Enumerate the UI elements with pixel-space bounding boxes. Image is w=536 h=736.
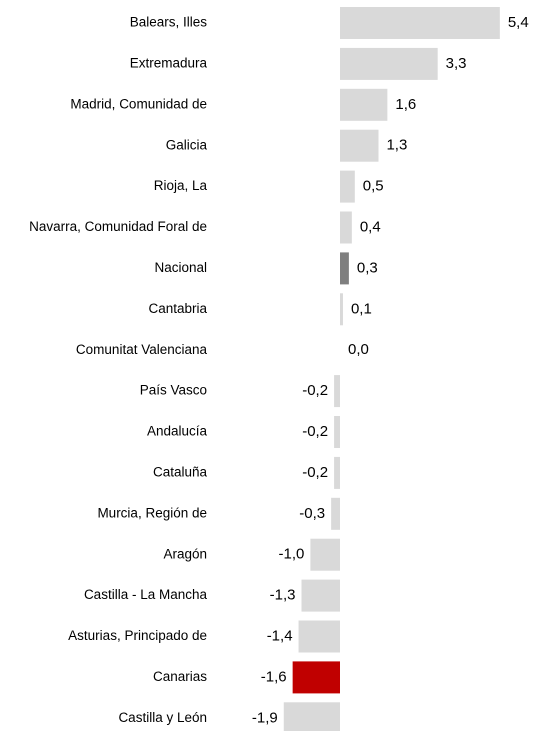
- value-label: -0,2: [302, 382, 328, 399]
- category-label: Extremadura: [130, 55, 208, 70]
- bar: [310, 538, 340, 571]
- value-label: -1,6: [261, 668, 287, 685]
- category-label: Madrid, Comunidad de: [70, 96, 207, 111]
- category-label: Comunitat Valenciana: [76, 342, 208, 357]
- value-label: 1,3: [386, 137, 407, 154]
- value-label: 0,5: [363, 178, 384, 195]
- bar: [334, 416, 340, 448]
- value-label: -1,3: [270, 587, 296, 604]
- bar: [283, 702, 340, 735]
- bar: [334, 375, 340, 408]
- category-label: Nacional: [154, 260, 207, 275]
- value-label: 3,3: [446, 55, 467, 72]
- category-label: Balears, Illes: [130, 15, 208, 30]
- value-label: -0,2: [302, 464, 328, 481]
- value-label: -1,0: [279, 546, 305, 563]
- bar: [340, 129, 379, 162]
- bar: [340, 293, 343, 326]
- bar: [340, 88, 388, 121]
- value-label: 0,1: [351, 300, 372, 317]
- bar: [340, 170, 355, 203]
- category-label: Navarra, Comunidad Foral de: [29, 219, 207, 234]
- category-label: Castilla - La Mancha: [84, 587, 208, 602]
- value-label: 0,0: [348, 341, 369, 358]
- bar: [301, 579, 340, 612]
- value-label: 5,4: [508, 14, 529, 31]
- bar: [340, 252, 349, 285]
- category-label: Rioja, La: [154, 178, 208, 193]
- category-label: Andalucía: [147, 424, 208, 439]
- value-label: -1,9: [252, 709, 278, 726]
- category-label: Murcia, Región de: [97, 505, 207, 520]
- category-label: Cataluña: [153, 464, 208, 479]
- value-label: 0,4: [360, 218, 381, 235]
- bar: [340, 211, 352, 244]
- category-label: Castilla y León: [118, 710, 207, 725]
- bar: [298, 620, 340, 653]
- bar: [334, 456, 340, 489]
- category-label: Cantabria: [148, 301, 207, 316]
- category-label: Galicia: [166, 137, 208, 152]
- value-label: 0,3: [357, 259, 378, 276]
- category-label: Asturias, Principado de: [68, 628, 207, 643]
- value-label: -0,3: [299, 505, 325, 522]
- bar: [340, 47, 438, 80]
- category-label: Aragón: [163, 546, 207, 561]
- category-label: País Vasco: [140, 383, 207, 398]
- bar: [340, 7, 500, 39]
- value-label: 1,6: [395, 96, 416, 113]
- value-label: -1,4: [267, 627, 293, 644]
- category-label: Canarias: [153, 669, 207, 684]
- bar: [331, 497, 340, 530]
- bar: [292, 661, 340, 694]
- value-label: -0,2: [302, 423, 328, 440]
